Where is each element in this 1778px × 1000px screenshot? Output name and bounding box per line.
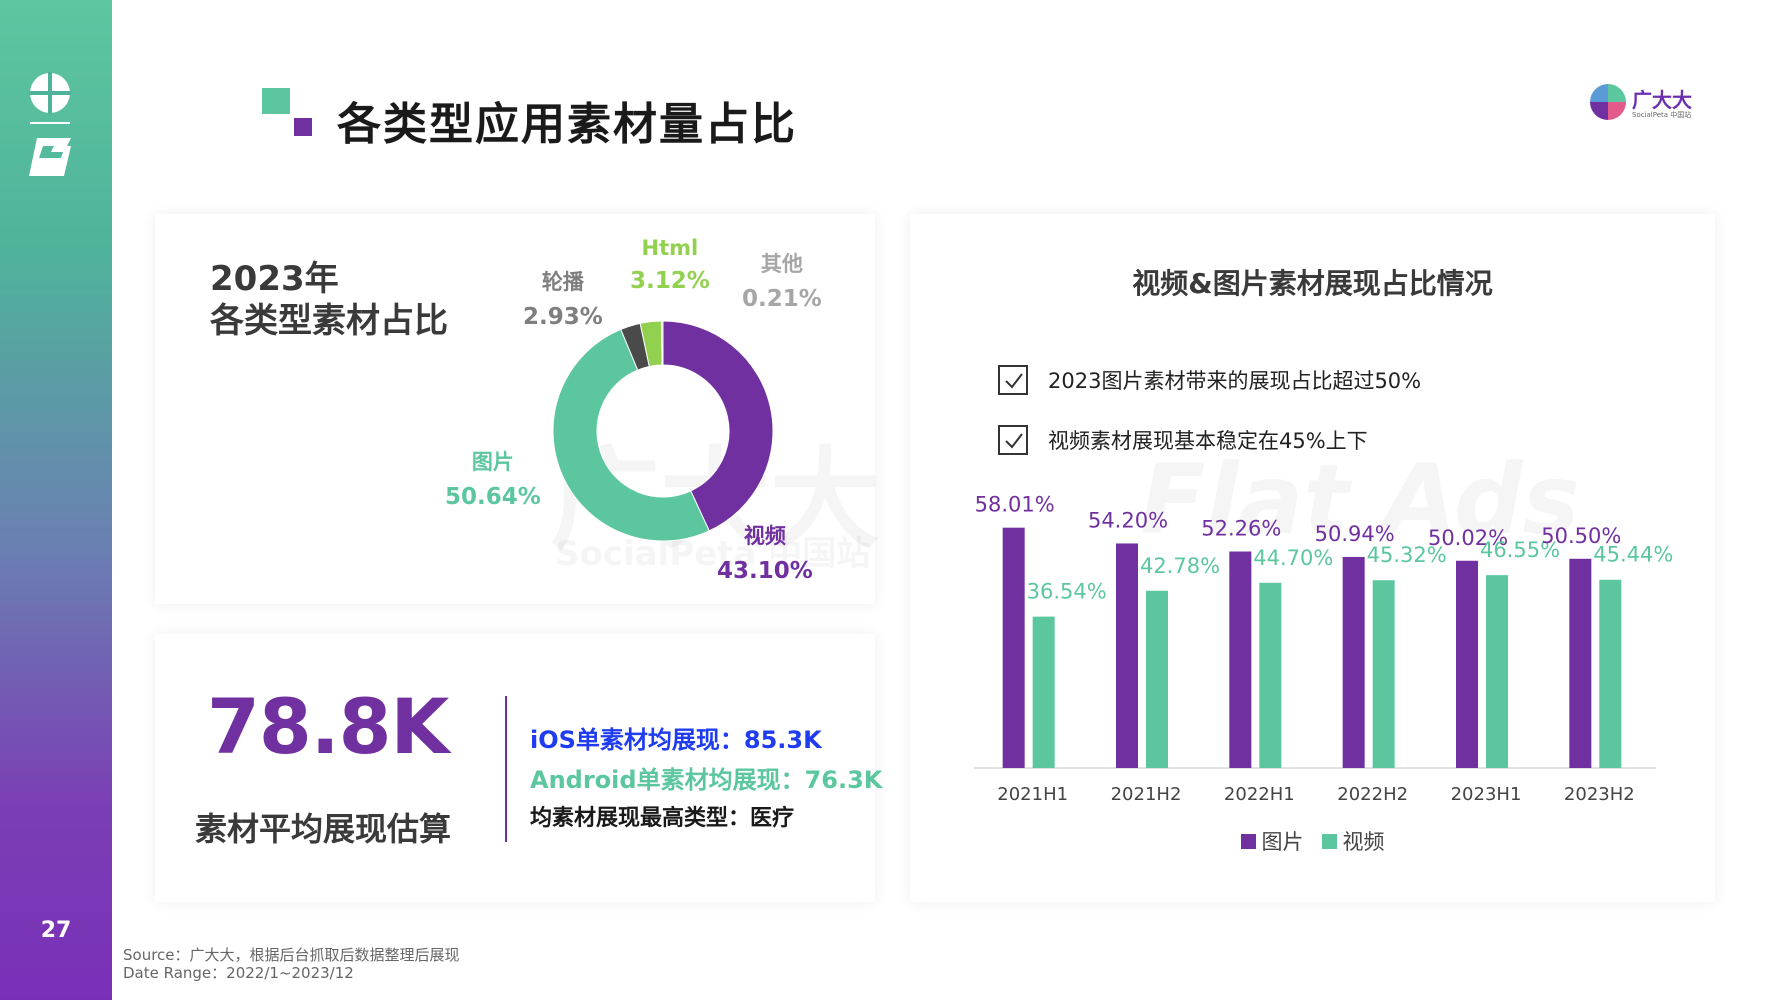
- x-tick-label: 2023H2: [1564, 784, 1635, 805]
- slice-name: 轮播: [541, 270, 584, 294]
- legend-label: 图片: [1261, 830, 1304, 854]
- ios-stat: iOS单素材均展现：85.3K: [530, 726, 822, 754]
- page-number: 27: [40, 918, 72, 943]
- donut-slice-4: [661, 320, 664, 366]
- android-stat: Android单素材均展现：76.3K: [530, 766, 883, 794]
- x-tick-label: 2023H1: [1451, 784, 1522, 805]
- average-impressions-value: 78.8K: [207, 682, 449, 771]
- x-tick-label: 2021H2: [1111, 784, 1182, 805]
- donut-card: 广大大 SocialPeta 中国站 2023年 各类型素材占比 视频 43.1…: [155, 214, 880, 604]
- brand-subtitle: SocialPeta 中国站: [1632, 111, 1692, 119]
- title-decoration-icon: [262, 88, 312, 136]
- data-label: 58.01%: [975, 493, 1055, 517]
- donut-heading-line2: 各类型素材占比: [210, 301, 448, 341]
- data-label: 54.20%: [1088, 508, 1168, 532]
- bar-视频-2021H1: [1032, 616, 1055, 768]
- bar-视频-2023H2: [1599, 579, 1622, 768]
- slice-name: Html: [641, 236, 699, 260]
- legend-swatch-image: [1240, 833, 1256, 849]
- legend-label: 视频: [1342, 830, 1385, 854]
- checkbox-icon: [998, 425, 1028, 455]
- legend-swatch-video: [1321, 833, 1337, 849]
- flatads-logo-icon: [29, 72, 71, 176]
- checkbox-icon: [998, 365, 1028, 395]
- bar-图片-2021H1: [1002, 527, 1025, 768]
- slice-value: 2.93%: [523, 304, 603, 330]
- data-label: 46.55%: [1480, 538, 1560, 562]
- bar-视频-2022H1: [1259, 582, 1282, 768]
- data-label: 42.78%: [1140, 554, 1220, 578]
- brand-logo: 广大大 SocialPeta 中国站: [1590, 82, 1710, 124]
- data-label: 45.44%: [1593, 543, 1673, 567]
- donut-label-other: 其他 0.21%: [742, 248, 822, 312]
- data-label: 52.26%: [1201, 516, 1281, 540]
- legend-item-video: 视频: [1321, 826, 1385, 856]
- donut-label-video: 视频 43.10%: [717, 520, 813, 584]
- x-tick-label: 2021H1: [997, 784, 1068, 805]
- slice-value: 50.64%: [445, 484, 541, 510]
- data-label: 50.94%: [1315, 522, 1395, 546]
- bar-chart-card: Flat Ads 视频&图片素材展现占比情况 2023图片素材带来的展现占比超过…: [910, 214, 1715, 902]
- legend-item-image: 图片: [1240, 826, 1304, 856]
- donut-label-carousel: 轮播 2.93%: [523, 266, 603, 330]
- bar-视频-2023H1: [1486, 575, 1508, 768]
- bar-chart-title: 视频&图片素材展现占比情况: [1132, 267, 1493, 300]
- check-item: 2023图片素材带来的展现占比超过50%: [998, 364, 1421, 396]
- donut-slice-1: [552, 328, 710, 542]
- donut-chart: [552, 320, 774, 542]
- x-tick-label: 2022H1: [1224, 784, 1295, 805]
- divider: [505, 696, 507, 842]
- data-label: 36.54%: [1027, 580, 1107, 604]
- slice-name: 视频: [743, 524, 786, 548]
- bar-chart-legend: 图片 视频: [910, 826, 1715, 856]
- bar-chart: 58.01% 36.54% 2021H1 54.20% 42.78% 2021H2 52.2…: [974, 493, 1673, 805]
- bar-图片-2022H1: [1229, 551, 1252, 768]
- page-title: 各类型应用素材量占比: [337, 99, 797, 150]
- bar-图片-2022H2: [1342, 556, 1365, 768]
- donut-heading-line1: 2023年: [210, 259, 339, 299]
- top-type-stat: 均素材展现最高类型：医疗: [530, 806, 795, 831]
- bar-图片-2023H2: [1569, 558, 1592, 768]
- donut-label-image: 图片 50.64%: [445, 446, 541, 510]
- donut-label-html: Html 3.12%: [630, 236, 710, 294]
- data-label: 45.32%: [1367, 543, 1447, 567]
- slice-value: 43.10%: [717, 558, 813, 584]
- slice-name: 图片: [471, 450, 514, 474]
- brand-name: 广大大: [1632, 88, 1692, 112]
- bar-视频-2021H2: [1146, 590, 1168, 768]
- check-text: 2023图片素材带来的展现占比超过50%: [1048, 369, 1422, 393]
- slice-name: 其他: [760, 252, 803, 276]
- bar-图片-2021H2: [1116, 543, 1138, 768]
- source-note: Source：广大大，根据后台抓取后数据整理后展现 Date Range：202…: [123, 946, 460, 982]
- donut-slice-0: [662, 320, 774, 532]
- stats-card: 78.8K 素材平均展现估算 iOS单素材均展现：85.3K Android单素…: [155, 634, 882, 902]
- check-text: 视频素材展现基本稳定在45%上下: [1048, 429, 1368, 453]
- x-tick-label: 2022H2: [1337, 784, 1408, 805]
- data-label: 44.70%: [1253, 546, 1333, 570]
- socialpeta-logo-icon: [1590, 84, 1626, 120]
- bar-视频-2022H2: [1372, 580, 1395, 768]
- data-label: 50.02%: [1428, 526, 1508, 550]
- date-range-text: Date Range：2022/1~2023/12: [123, 964, 354, 982]
- slice-value: 3.12%: [630, 268, 710, 294]
- sidebar: 27: [0, 0, 112, 1000]
- donut-heading: 2023年 各类型素材占比: [210, 258, 448, 342]
- source-text: Source：广大大，根据后台抓取后数据整理后展现: [123, 946, 460, 964]
- bar-图片-2023H1: [1456, 560, 1478, 768]
- data-label: 50.50%: [1541, 524, 1621, 548]
- check-item: 视频素材展现基本稳定在45%上下: [998, 424, 1368, 456]
- average-impressions-caption: 素材平均展现估算: [195, 810, 452, 848]
- slice-value: 0.21%: [742, 286, 822, 312]
